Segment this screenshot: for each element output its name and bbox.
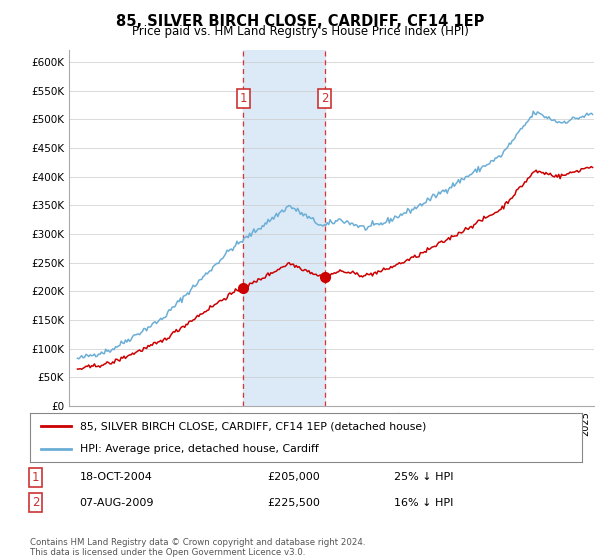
Bar bbox=[244, 50, 325, 406]
Text: 16% ↓ HPI: 16% ↓ HPI bbox=[394, 498, 454, 507]
Text: £225,500: £225,500 bbox=[268, 498, 320, 507]
Text: 18-OCT-2004: 18-OCT-2004 bbox=[80, 473, 152, 482]
Text: 85, SILVER BIRCH CLOSE, CARDIFF, CF14 1EP: 85, SILVER BIRCH CLOSE, CARDIFF, CF14 1E… bbox=[116, 14, 484, 29]
Text: Price paid vs. HM Land Registry's House Price Index (HPI): Price paid vs. HM Land Registry's House … bbox=[131, 25, 469, 38]
Text: 2: 2 bbox=[32, 496, 39, 509]
Text: 1: 1 bbox=[32, 471, 39, 484]
Text: £205,000: £205,000 bbox=[268, 473, 320, 482]
Text: 25% ↓ HPI: 25% ↓ HPI bbox=[394, 473, 454, 482]
Text: HPI: Average price, detached house, Cardiff: HPI: Average price, detached house, Card… bbox=[80, 444, 319, 454]
Text: 07-AUG-2009: 07-AUG-2009 bbox=[80, 498, 154, 507]
Text: 2: 2 bbox=[321, 92, 328, 105]
Text: 85, SILVER BIRCH CLOSE, CARDIFF, CF14 1EP (detached house): 85, SILVER BIRCH CLOSE, CARDIFF, CF14 1E… bbox=[80, 421, 426, 431]
Text: Contains HM Land Registry data © Crown copyright and database right 2024.
This d: Contains HM Land Registry data © Crown c… bbox=[30, 538, 365, 557]
Text: 1: 1 bbox=[239, 92, 247, 105]
